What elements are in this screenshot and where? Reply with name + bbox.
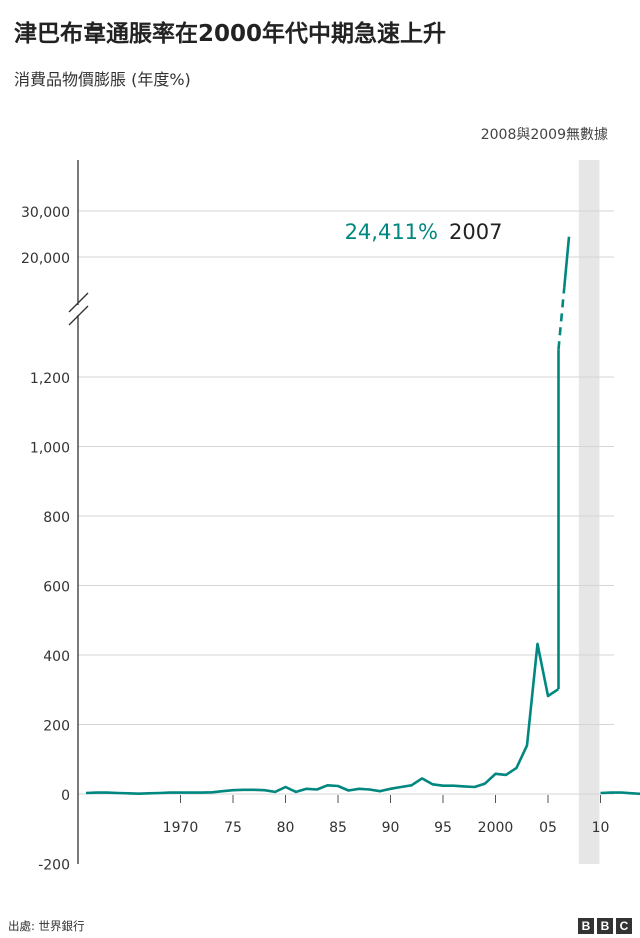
y-tick-label: 1,000 <box>30 441 70 457</box>
chart-title: 津巴布韋通脹率在2000年代中期急速上升 <box>14 21 447 47</box>
x-tick-label: 90 <box>382 820 400 836</box>
chart-subtitle: 消費品物價膨脹 (年度%) <box>14 70 191 89</box>
y-tick-label: 400 <box>43 649 70 665</box>
y-tick-label: 200 <box>43 719 70 735</box>
peak-value-label: 24,411% <box>345 220 438 244</box>
series-line-dashed <box>557 287 566 350</box>
y-tick-label: 1,200 <box>30 371 70 387</box>
series-line <box>600 791 640 796</box>
x-tick-label: 75 <box>224 820 242 836</box>
x-tick-label: 80 <box>277 820 295 836</box>
peak-year-label: 2007 <box>449 220 502 244</box>
y-tick-label: 0 <box>61 788 70 804</box>
y-tick-label: 600 <box>43 580 70 596</box>
bbc-logo-letter: B <box>578 918 594 934</box>
bbc-logo-letter: C <box>616 918 632 934</box>
series-line <box>85 642 560 796</box>
x-tick-label: 10 <box>592 820 610 836</box>
x-tick-label: 05 <box>539 820 557 836</box>
x-tick-label: 1970 <box>163 820 199 836</box>
axis-break-mark <box>68 305 89 326</box>
y-tick-label: 20,000 <box>21 251 70 267</box>
series-line <box>562 236 571 288</box>
y-tick-label: -200 <box>38 858 70 874</box>
bbc-logo-letter: B <box>597 918 613 934</box>
no-data-note: 2008與2009無數據 <box>480 127 608 143</box>
bbc-logo: B B C <box>578 918 632 934</box>
x-tick-label: 2000 <box>478 820 514 836</box>
no-data-band <box>578 160 600 864</box>
x-tick-label: 95 <box>434 820 452 836</box>
y-tick-label: 30,000 <box>21 205 70 221</box>
x-tick-label: 85 <box>329 820 347 836</box>
y-tick-label: 800 <box>43 510 70 526</box>
source-note: 出處: 世界銀行 <box>8 919 85 933</box>
axis-break-mark <box>68 292 89 313</box>
